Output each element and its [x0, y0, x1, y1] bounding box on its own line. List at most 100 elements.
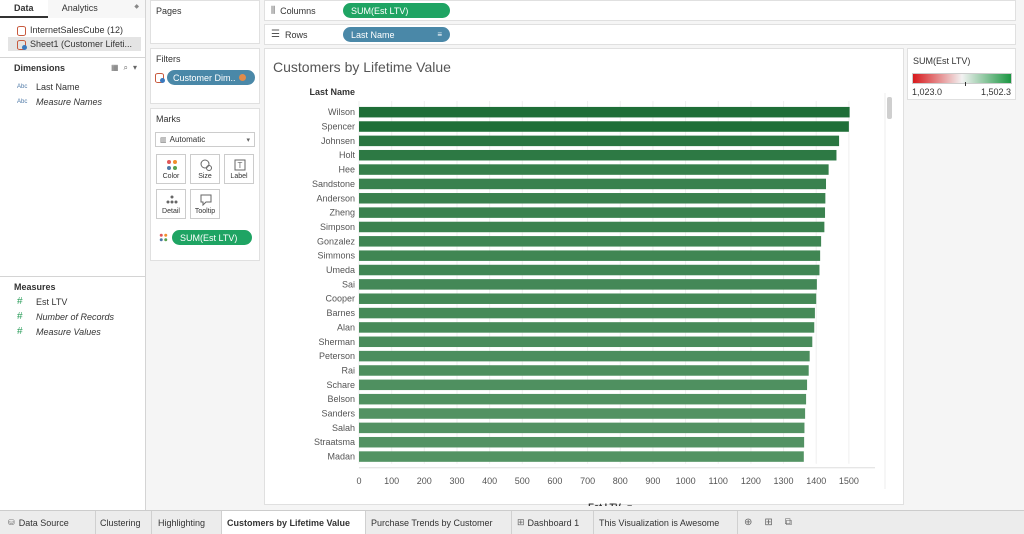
data-source-item-selected[interactable]: Sheet1 (Customer Lifeti...	[8, 37, 141, 51]
measure-field[interactable]: # Est LTV	[0, 294, 146, 309]
bar	[359, 121, 849, 132]
bar-chart: Last Name Wilson Spencer Johnsen Holt Hee Sand…	[309, 87, 892, 506]
field-label: Measure Names	[36, 96, 103, 107]
category-label: Anderson	[316, 193, 355, 203]
size-label: Size	[198, 173, 212, 180]
filter-pill[interactable]: Customer Dim..	[167, 70, 255, 85]
tooltip-button[interactable]: Tooltip	[190, 189, 220, 219]
x-tick-label: 1000	[676, 476, 696, 486]
bar	[359, 106, 850, 118]
x-tick-label: 1100	[709, 476, 728, 486]
worksheet-view: Customers by Lifetime Value Last Name Wil…	[264, 48, 904, 506]
view-toggle-icon[interactable]: ▦	[110, 63, 119, 72]
bar	[359, 408, 806, 419]
category-label: Sai	[342, 279, 355, 289]
size-button[interactable]: Size	[190, 154, 220, 184]
number-type-icon: #	[17, 311, 23, 322]
columns-shelf[interactable]: ⫼ Columns SUM(Est LTV)	[264, 0, 1016, 21]
tab-purchase-trends[interactable]: Purchase Trends by Customer	[366, 511, 512, 534]
color-icon	[167, 160, 177, 170]
dimensions-header: Dimensions ▦ ⌕ ▾	[0, 61, 145, 75]
divider	[0, 276, 146, 277]
size-icon	[200, 159, 212, 171]
x-tick-label: 1300	[774, 476, 794, 486]
database-icon: ⛁	[8, 518, 15, 527]
data-pane-tabs: Data Analytics ◆	[0, 0, 145, 18]
data-source-item[interactable]: InternetSalesCube (12)	[0, 23, 145, 37]
marks-card: Marks ▥ Automatic ▾ Color Size T Label D…	[150, 108, 260, 261]
tab-this-visualization[interactable]: This Visualization is Awesome	[594, 511, 738, 534]
rows-label: Rows	[284, 29, 308, 40]
rows-icon: ☰	[271, 29, 280, 40]
filters-card[interactable]: Filters Customer Dim..	[150, 48, 260, 104]
dimension-field[interactable]: Abc Measure Names	[0, 94, 145, 109]
dashboard-icon: ⊞	[517, 517, 525, 527]
category-label: Gonzalez	[317, 236, 356, 246]
new-worksheet-icon[interactable]: ⊕	[744, 517, 753, 528]
rows-pill[interactable]: Last Name ≡	[343, 27, 450, 42]
rows-pill-label: Last Name	[351, 29, 395, 40]
tab-label: Highlighting	[158, 517, 206, 528]
tab-label: Dashboard 1	[527, 517, 580, 528]
measure-field[interactable]: # Number of Records	[0, 309, 146, 324]
category-label: Simmons	[317, 251, 355, 261]
x-tick-label: 900	[645, 476, 660, 486]
bar	[359, 350, 810, 362]
mark-type-select[interactable]: ▥ Automatic ▾	[155, 132, 255, 147]
bar	[359, 307, 815, 319]
columns-pill[interactable]: SUM(Est LTV)	[343, 3, 450, 18]
tab-data[interactable]: Data	[0, 0, 48, 18]
tab-data-source[interactable]: ⛁ Data Source	[0, 511, 96, 534]
tab-label: This Visualization is Awesome	[599, 517, 720, 528]
detail-label: Detail	[162, 208, 180, 215]
label-icon: T	[234, 159, 246, 171]
legend-title: SUM(Est LTV)	[913, 56, 971, 66]
measure-field[interactable]: # Measure Values	[0, 324, 146, 339]
bar	[359, 164, 829, 175]
category-label: Peterson	[319, 351, 355, 361]
tab-highlighting[interactable]: Highlighting	[152, 511, 222, 534]
category-label: Alan	[337, 322, 355, 332]
category-label: Wilson	[328, 107, 355, 117]
chevron-down-icon[interactable]: ▾	[132, 63, 137, 72]
color-measure-pill[interactable]: SUM(Est LTV)	[172, 230, 252, 245]
detail-button[interactable]: Detail	[156, 189, 186, 219]
category-label: Cooper	[325, 294, 355, 304]
category-label: Rai	[341, 365, 355, 375]
rows-shelf[interactable]: ☰ Rows Last Name ≡	[264, 24, 1016, 45]
mark-type-label: Automatic	[169, 135, 206, 144]
tab-analytics[interactable]: Analytics ◆	[47, 0, 145, 18]
field-label: Last Name	[36, 81, 80, 92]
label-button[interactable]: T Label	[224, 154, 254, 184]
sort-icon: ≡	[627, 502, 632, 506]
color-legend: SUM(Est LTV) 1,023.0 1,502.3	[907, 48, 1016, 100]
category-label: Umeda	[326, 265, 355, 275]
x-tick-label: 0	[356, 476, 361, 486]
search-icon[interactable]: ⌕	[123, 63, 128, 72]
color-button[interactable]: Color	[156, 154, 186, 184]
dropdown-icon: ◆	[134, 4, 139, 10]
category-label: Johnsen	[321, 136, 355, 146]
dimension-field[interactable]: Abc Last Name	[0, 79, 145, 94]
tab-dashboard-1[interactable]: ⊞ Dashboard 1	[512, 511, 594, 534]
number-type-icon: #	[17, 296, 23, 307]
legend-max: 1,502.3	[980, 87, 1011, 97]
new-dashboard-icon[interactable]: ⊞	[764, 517, 773, 528]
tab-clustering[interactable]: Clustering	[96, 511, 152, 534]
tab-customers-by-lifetime-value[interactable]: Customers by Lifetime Value	[222, 511, 366, 534]
pages-card[interactable]: Pages	[150, 0, 260, 44]
bar	[359, 336, 813, 348]
x-tick-label: 500	[515, 476, 530, 486]
tooltip-icon	[200, 194, 212, 206]
category-label: Salah	[332, 423, 355, 433]
category-label: Barnes	[326, 308, 355, 318]
x-tick-label: 800	[613, 476, 628, 486]
field-label: Number of Records	[36, 311, 115, 322]
chevron-down-icon: ▾	[246, 136, 250, 144]
field-label: Measure Values	[36, 326, 101, 337]
category-label: Sanders	[321, 409, 355, 419]
tab-label: Purchase Trends by Customer	[371, 517, 493, 528]
new-story-icon[interactable]: ⧉	[784, 517, 792, 528]
database-icon	[155, 73, 165, 83]
filters-title: Filters	[156, 54, 181, 64]
